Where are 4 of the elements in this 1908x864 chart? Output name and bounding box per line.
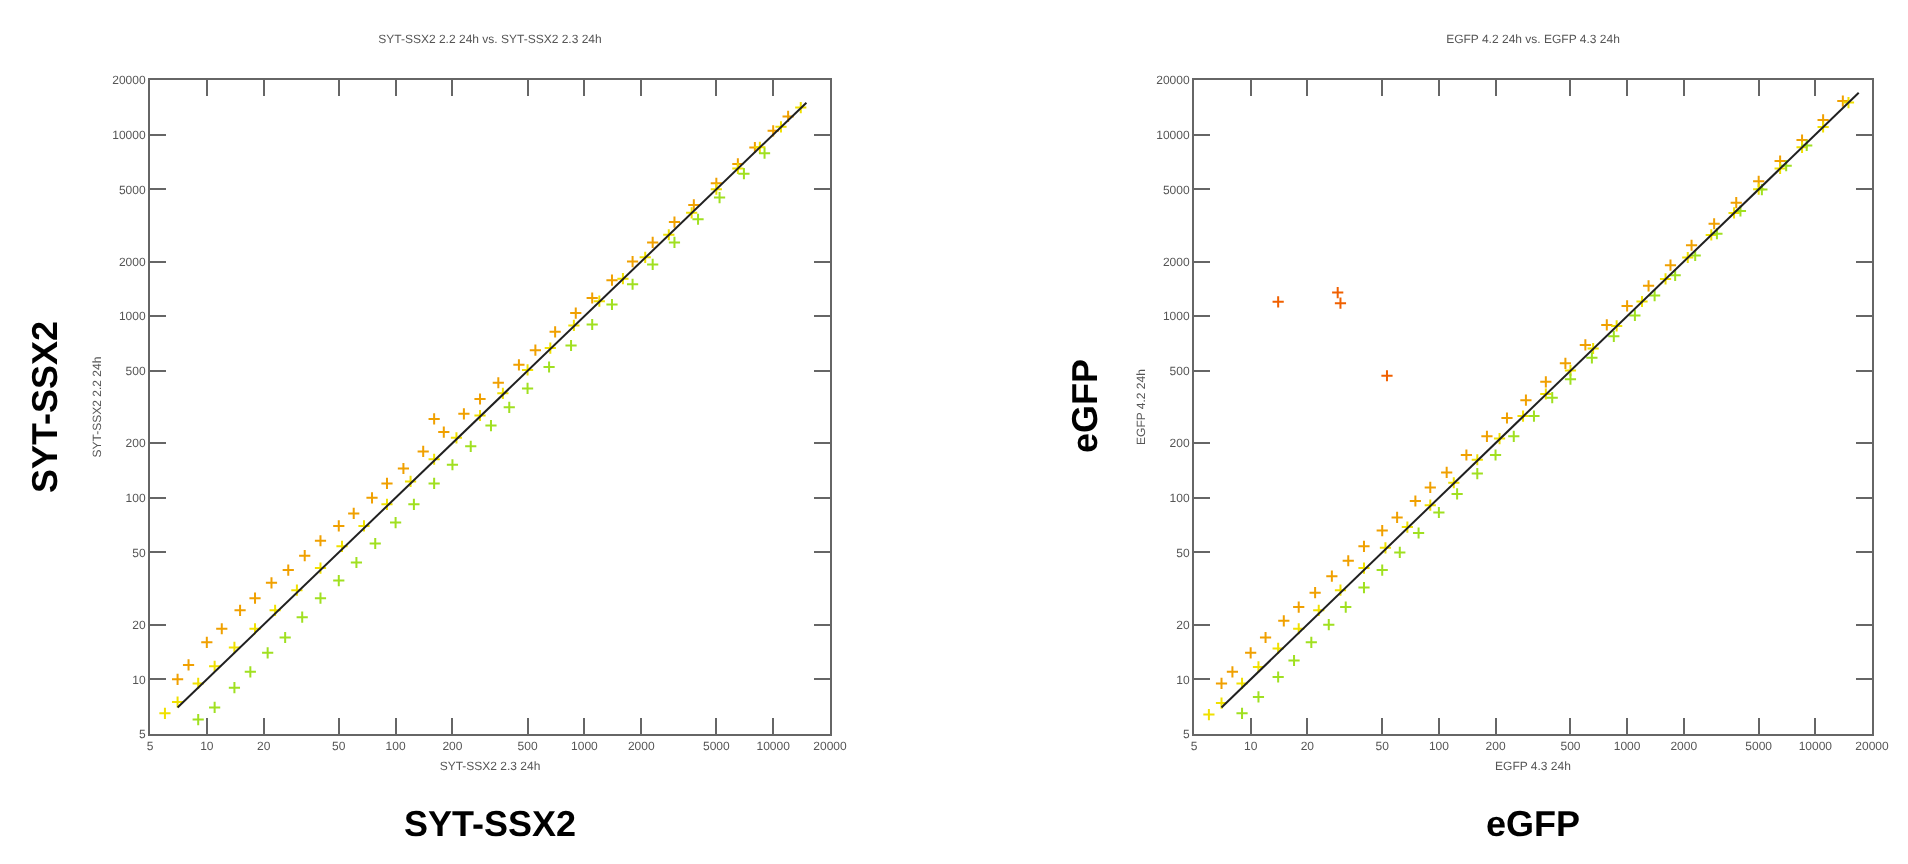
text: SYT-SSX2 <box>25 320 65 493</box>
text: eGFP <box>1065 358 1105 453</box>
text: SYT-SSX2 <box>404 804 577 844</box>
text: eGFP <box>1486 804 1581 844</box>
